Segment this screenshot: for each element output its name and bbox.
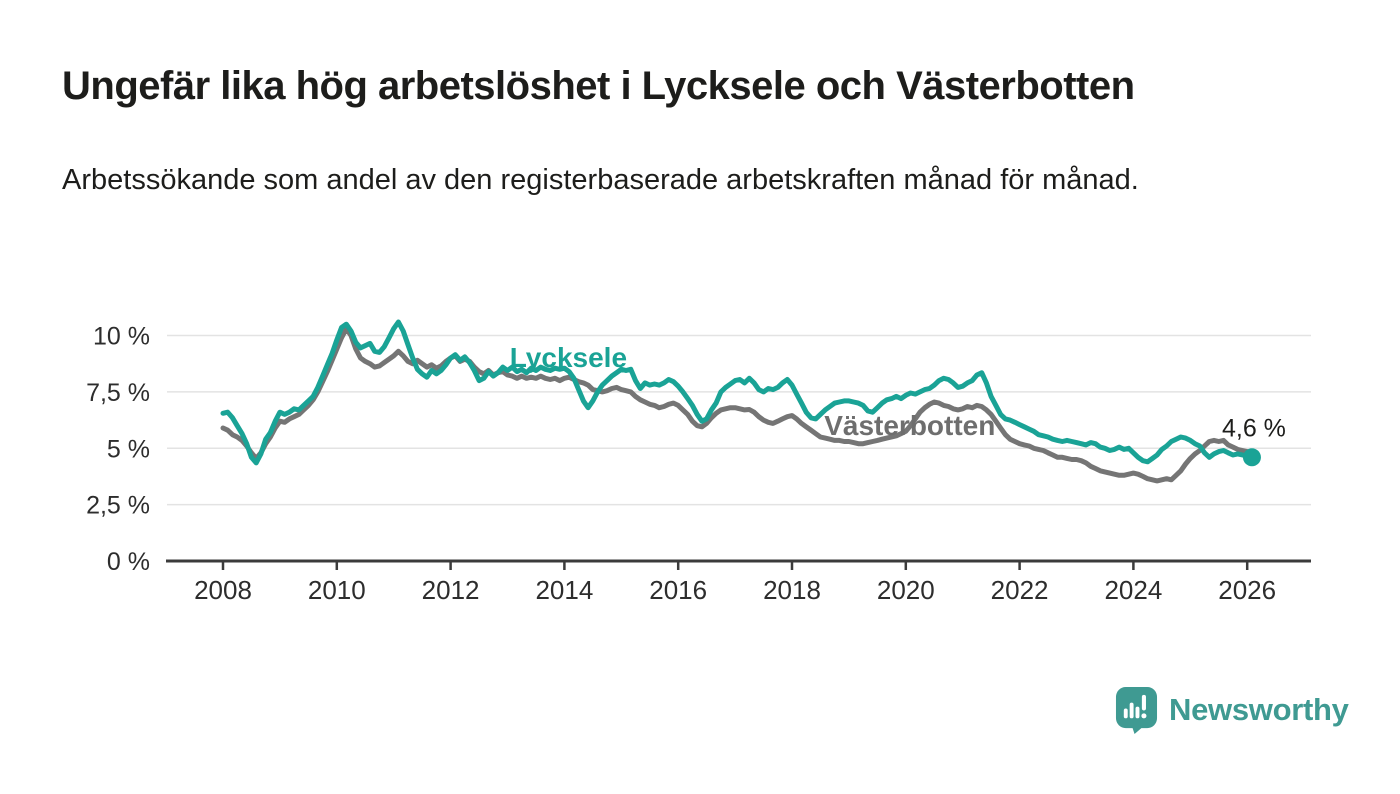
y-tick-label: 7,5 % <box>86 379 150 407</box>
y-tick-label: 2,5 % <box>86 492 150 520</box>
page-subtitle: Arbetssökande som andel av den registerb… <box>62 164 1139 196</box>
x-tick-label: 2012 <box>422 575 480 605</box>
x-tick-label: 2016 <box>649 575 707 605</box>
y-tick-label: 0 % <box>107 548 150 576</box>
series-line-västerbotten <box>220 326 1255 484</box>
x-tick-label: 2018 <box>763 575 821 605</box>
x-tick-label: 2024 <box>1104 575 1162 605</box>
series-line-lycksele <box>220 319 1255 466</box>
page-title: Ungefär lika hög arbetslöshet i Lycksele… <box>62 64 1135 108</box>
logo-bar-small <box>1123 708 1128 719</box>
x-tick-label: 2014 <box>535 575 593 605</box>
series-end-dot <box>1242 448 1261 467</box>
series-label-västerbotten: Västerbotten <box>824 410 995 441</box>
newsworthy-logo: Newsworthy <box>1115 686 1349 734</box>
logo-exclamation-dot <box>1141 713 1147 719</box>
newsworthy-wordmark: Newsworthy <box>1169 692 1349 727</box>
x-tick-label: 2026 <box>1218 575 1276 605</box>
y-tick-label: 5 % <box>107 435 150 463</box>
y-tick-label: 10 % <box>93 323 150 351</box>
logo-bar-tall <box>1129 702 1134 719</box>
logo-exclamation-bar <box>1141 694 1146 711</box>
x-tick-label: 2008 <box>194 575 252 605</box>
x-tick-label: 2010 <box>308 575 366 605</box>
end-value-annotation: 4,6 % <box>1222 414 1286 442</box>
x-tick-label: 2020 <box>877 575 935 605</box>
x-tick-label: 2022 <box>991 575 1049 605</box>
series-label-lycksele: Lycksele <box>510 342 627 373</box>
newsworthy-logo-icon <box>1115 687 1158 734</box>
logo-bar-medium <box>1135 706 1140 719</box>
